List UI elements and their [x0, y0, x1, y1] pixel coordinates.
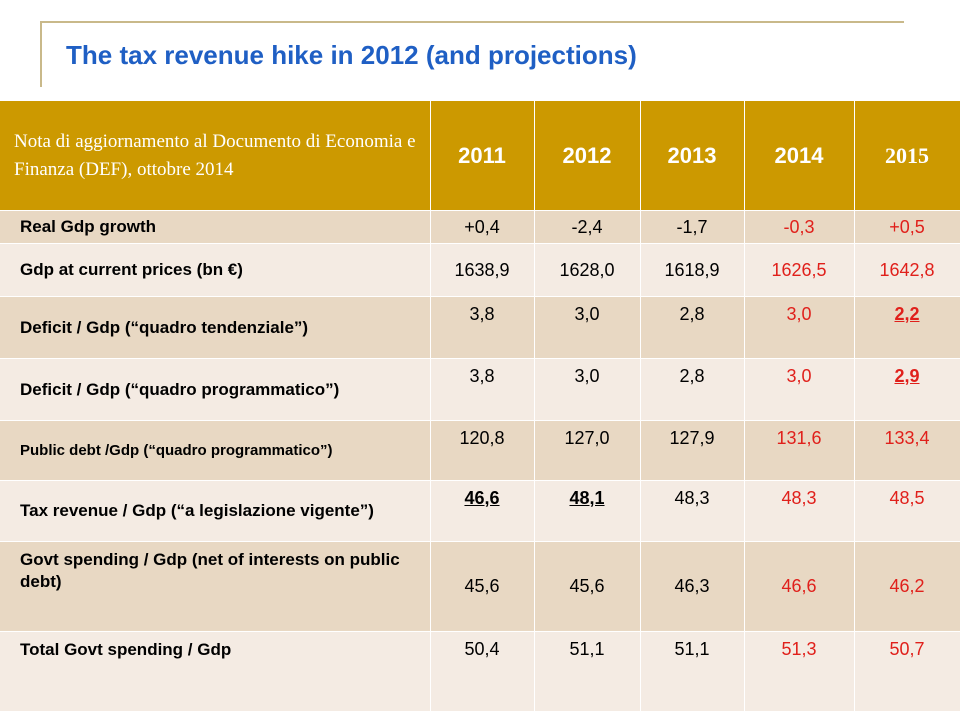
slide-title: The tax revenue hike in 2012 (and projec… — [66, 40, 637, 70]
row-label: Total Govt spending / Gdp — [0, 631, 431, 712]
table-cell: -1,7 — [640, 210, 745, 244]
decorative-rule-vertical — [40, 21, 42, 87]
table-header-row: Nota di aggiornamento al Documento di Ec… — [0, 101, 960, 211]
row-label: Tax revenue / Gdp (“a legislazione vigen… — [0, 480, 431, 542]
header-year: 2012 — [534, 101, 641, 211]
header-year: 2011 — [430, 101, 535, 211]
table-cell: 46,2 — [854, 541, 960, 632]
table-cell: 48,3 — [640, 480, 745, 542]
table-cell: 127,9 — [640, 420, 745, 481]
row-label: Public debt /Gdp (“quadro programmatico”… — [0, 420, 431, 481]
row-label: Gdp at current prices (bn €) — [0, 243, 431, 297]
table-cell: 3,8 — [430, 296, 535, 359]
table-cell: 1618,9 — [640, 243, 745, 297]
table-row: Tax revenue / Gdp (“a legislazione vigen… — [0, 480, 960, 542]
table-cell: 51,3 — [744, 631, 855, 712]
table-cell: 2,8 — [640, 296, 745, 359]
row-label: Deficit / Gdp (“quadro tendenziale”) — [0, 296, 431, 359]
table-row: Deficit / Gdp (“quadro tendenziale”) 3,8… — [0, 296, 960, 359]
header-note: Nota di aggiornamento al Documento di Ec… — [0, 101, 431, 211]
table-cell: 1638,9 — [430, 243, 535, 297]
table-cell: 1642,8 — [854, 243, 960, 297]
table-cell: 3,0 — [534, 358, 641, 421]
table-cell: 3,0 — [744, 296, 855, 359]
table-row: Gdp at current prices (bn €) 1638,9 1628… — [0, 243, 960, 297]
table-cell: 46,3 — [640, 541, 745, 632]
header-year: 2014 — [744, 101, 855, 211]
table-cell: 127,0 — [534, 420, 641, 481]
table-cell: 1626,5 — [744, 243, 855, 297]
row-label: Govt spending / Gdp (net of interests on… — [0, 541, 431, 632]
table-cell: +0,4 — [430, 210, 535, 244]
table-cell: 51,1 — [640, 631, 745, 712]
table-cell: 131,6 — [744, 420, 855, 481]
table-cell: 48,5 — [854, 480, 960, 542]
table-row: Deficit / Gdp (“quadro programmatico”) 3… — [0, 358, 960, 421]
table-cell: 1628,0 — [534, 243, 641, 297]
table-row: Govt spending / Gdp (net of interests on… — [0, 541, 960, 632]
table-cell: 2,9 — [854, 358, 960, 421]
table-cell: 46,6 — [744, 541, 855, 632]
table-cell: 2,2 — [854, 296, 960, 359]
table-cell: 3,0 — [534, 296, 641, 359]
table-cell: -0,3 — [744, 210, 855, 244]
header-year: 2013 — [640, 101, 745, 211]
table-cell: 48,1 — [534, 480, 641, 542]
table-cell: 3,0 — [744, 358, 855, 421]
table-cell: 45,6 — [430, 541, 535, 632]
table-cell: +0,5 — [854, 210, 960, 244]
table-row: Real Gdp growth +0,4 -2,4 -1,7 -0,3 +0,5 — [0, 210, 960, 244]
table-cell: 50,7 — [854, 631, 960, 712]
fiscal-data-table: Nota di aggiornamento al Documento di Ec… — [0, 101, 960, 712]
table-cell: 45,6 — [534, 541, 641, 632]
decorative-rule-horizontal — [40, 21, 904, 23]
table-cell: 50,4 — [430, 631, 535, 712]
table-row: Total Govt spending / Gdp 50,4 51,1 51,1… — [0, 631, 960, 712]
row-label: Real Gdp growth — [0, 210, 431, 244]
table-cell: 133,4 — [854, 420, 960, 481]
header-year: 2015 — [854, 101, 960, 211]
table-cell: -2,4 — [534, 210, 641, 244]
table-cell: 2,8 — [640, 358, 745, 421]
row-label: Deficit / Gdp (“quadro programmatico”) — [0, 358, 431, 421]
table-cell: 46,6 — [430, 480, 535, 542]
table-cell: 48,3 — [744, 480, 855, 542]
table-row: Public debt /Gdp (“quadro programmatico”… — [0, 420, 960, 481]
table-cell: 3,8 — [430, 358, 535, 421]
table-cell: 120,8 — [430, 420, 535, 481]
table-cell: 51,1 — [534, 631, 641, 712]
